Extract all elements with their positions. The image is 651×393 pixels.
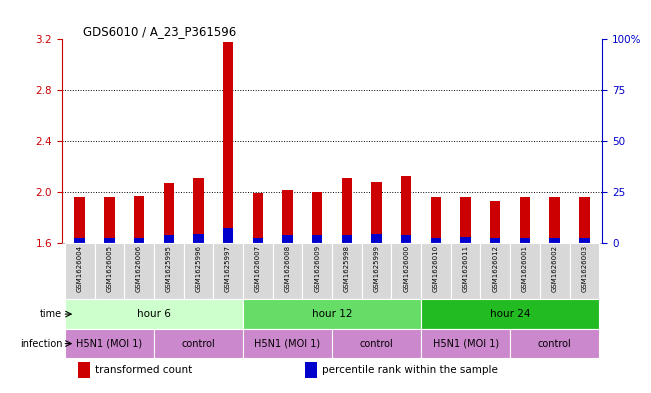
Bar (184, 243, 214, 299)
Bar (65, 329, 154, 358)
Bar (193, 178, 204, 243)
Text: GSM1626008: GSM1626008 (284, 245, 290, 292)
Bar (391, 243, 421, 299)
Text: GSM1625995: GSM1625995 (166, 245, 172, 292)
Bar (223, 42, 233, 243)
Bar (510, 329, 599, 358)
Bar (94, 243, 124, 299)
Text: H5N1 (MOI 1): H5N1 (MOI 1) (432, 339, 499, 349)
Bar (371, 234, 381, 243)
Text: GSM1626000: GSM1626000 (403, 245, 409, 292)
Text: time: time (40, 309, 62, 319)
Bar (421, 329, 510, 358)
Bar (193, 234, 204, 243)
Bar (78, 362, 90, 378)
Bar (253, 193, 263, 243)
Bar (431, 238, 441, 243)
Bar (163, 235, 174, 243)
Bar (312, 192, 322, 243)
Bar (332, 243, 362, 299)
Text: hour 12: hour 12 (312, 309, 352, 319)
Text: GSM1626003: GSM1626003 (581, 245, 587, 292)
Bar (579, 197, 590, 243)
Bar (490, 238, 501, 243)
Bar (431, 197, 441, 243)
Text: GSM1626001: GSM1626001 (522, 245, 528, 292)
Bar (302, 243, 332, 299)
Bar (154, 243, 184, 299)
Bar (510, 243, 540, 299)
Bar (243, 329, 332, 358)
Bar (401, 235, 411, 243)
Text: GDS6010 / A_23_P361596: GDS6010 / A_23_P361596 (83, 25, 237, 38)
Text: H5N1 (MOI 1): H5N1 (MOI 1) (255, 339, 320, 349)
Text: GSM1626011: GSM1626011 (463, 245, 469, 292)
Text: GSM1626004: GSM1626004 (77, 245, 83, 292)
Bar (540, 243, 570, 299)
Text: GSM1626009: GSM1626009 (314, 245, 320, 292)
Bar (243, 243, 273, 299)
Bar (253, 238, 263, 243)
Bar (305, 362, 317, 378)
Bar (549, 197, 560, 243)
Bar (243, 299, 421, 329)
Bar (104, 197, 115, 243)
Bar (421, 243, 450, 299)
Bar (450, 243, 480, 299)
Bar (104, 238, 115, 243)
Bar (342, 235, 352, 243)
Text: GSM1625996: GSM1625996 (195, 245, 201, 292)
Text: hour 6: hour 6 (137, 309, 171, 319)
Text: GSM1626012: GSM1626012 (492, 245, 498, 292)
Text: GSM1625998: GSM1625998 (344, 245, 350, 292)
Text: control: control (538, 339, 572, 349)
Bar (283, 189, 293, 243)
Text: percentile rank within the sample: percentile rank within the sample (322, 365, 498, 375)
Bar (134, 196, 145, 243)
Text: infection: infection (20, 339, 62, 349)
Bar (332, 329, 421, 358)
Bar (342, 178, 352, 243)
Bar (549, 238, 560, 243)
Bar (519, 197, 530, 243)
Bar (371, 182, 381, 243)
Bar (401, 176, 411, 243)
Bar (74, 238, 85, 243)
Text: hour 24: hour 24 (490, 309, 531, 319)
Text: GSM1625999: GSM1625999 (374, 245, 380, 292)
Text: GSM1626006: GSM1626006 (136, 245, 142, 292)
Bar (460, 237, 471, 243)
Bar (74, 197, 85, 243)
Bar (460, 197, 471, 243)
Text: GSM1626002: GSM1626002 (551, 245, 558, 292)
Text: GSM1626007: GSM1626007 (255, 245, 261, 292)
Bar (421, 299, 599, 329)
Bar (134, 238, 145, 243)
Bar (154, 329, 243, 358)
Text: transformed count: transformed count (95, 365, 193, 375)
Bar (570, 243, 599, 299)
Bar (283, 235, 293, 243)
Bar (273, 243, 302, 299)
Text: control: control (182, 339, 215, 349)
Bar (312, 235, 322, 243)
Bar (65, 299, 243, 329)
Bar (490, 201, 501, 243)
Bar (214, 243, 243, 299)
Bar (519, 238, 530, 243)
Bar (223, 228, 233, 243)
Bar (163, 183, 174, 243)
Bar (579, 238, 590, 243)
Bar (480, 243, 510, 299)
Bar (362, 243, 391, 299)
Text: H5N1 (MOI 1): H5N1 (MOI 1) (76, 339, 143, 349)
Text: GSM1626010: GSM1626010 (433, 245, 439, 292)
Text: control: control (359, 339, 393, 349)
Bar (124, 243, 154, 299)
Text: GSM1625997: GSM1625997 (225, 245, 231, 292)
Bar (65, 243, 94, 299)
Text: GSM1626005: GSM1626005 (106, 245, 113, 292)
